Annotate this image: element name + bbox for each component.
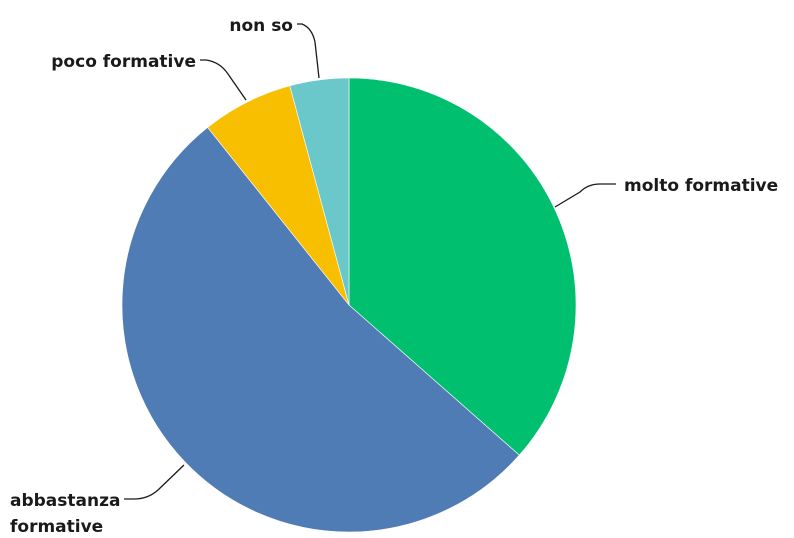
- leader-line-poco-formative: [200, 59, 247, 101]
- slice-label-molto-formative: molto formative: [624, 176, 778, 196]
- slice-label-poco-formative: poco formative: [51, 52, 196, 72]
- leader-line-molto-formative: [554, 183, 616, 208]
- slice-label-abbastanza-formative-line2: formative: [10, 517, 103, 537]
- leader-line-non-so: [297, 23, 320, 79]
- pie-slice-non-so: [289, 77, 350, 306]
- slice-label-abbastanza-formative: abbastanza formative: [10, 491, 126, 537]
- pie-slice-molto-formative: [348, 77, 577, 456]
- slice-label-non-so: non so: [229, 16, 293, 36]
- pie-slice-abbastanza-formative: [121, 126, 520, 533]
- slice-labels: molto formative abbastanza formative poc…: [10, 16, 778, 537]
- leader-lines: [124, 23, 616, 500]
- pie-slices: [121, 77, 577, 533]
- leader-line-abbastanza-formative: [124, 464, 185, 500]
- slice-label-abbastanza-formative-line1: abbastanza: [10, 491, 120, 511]
